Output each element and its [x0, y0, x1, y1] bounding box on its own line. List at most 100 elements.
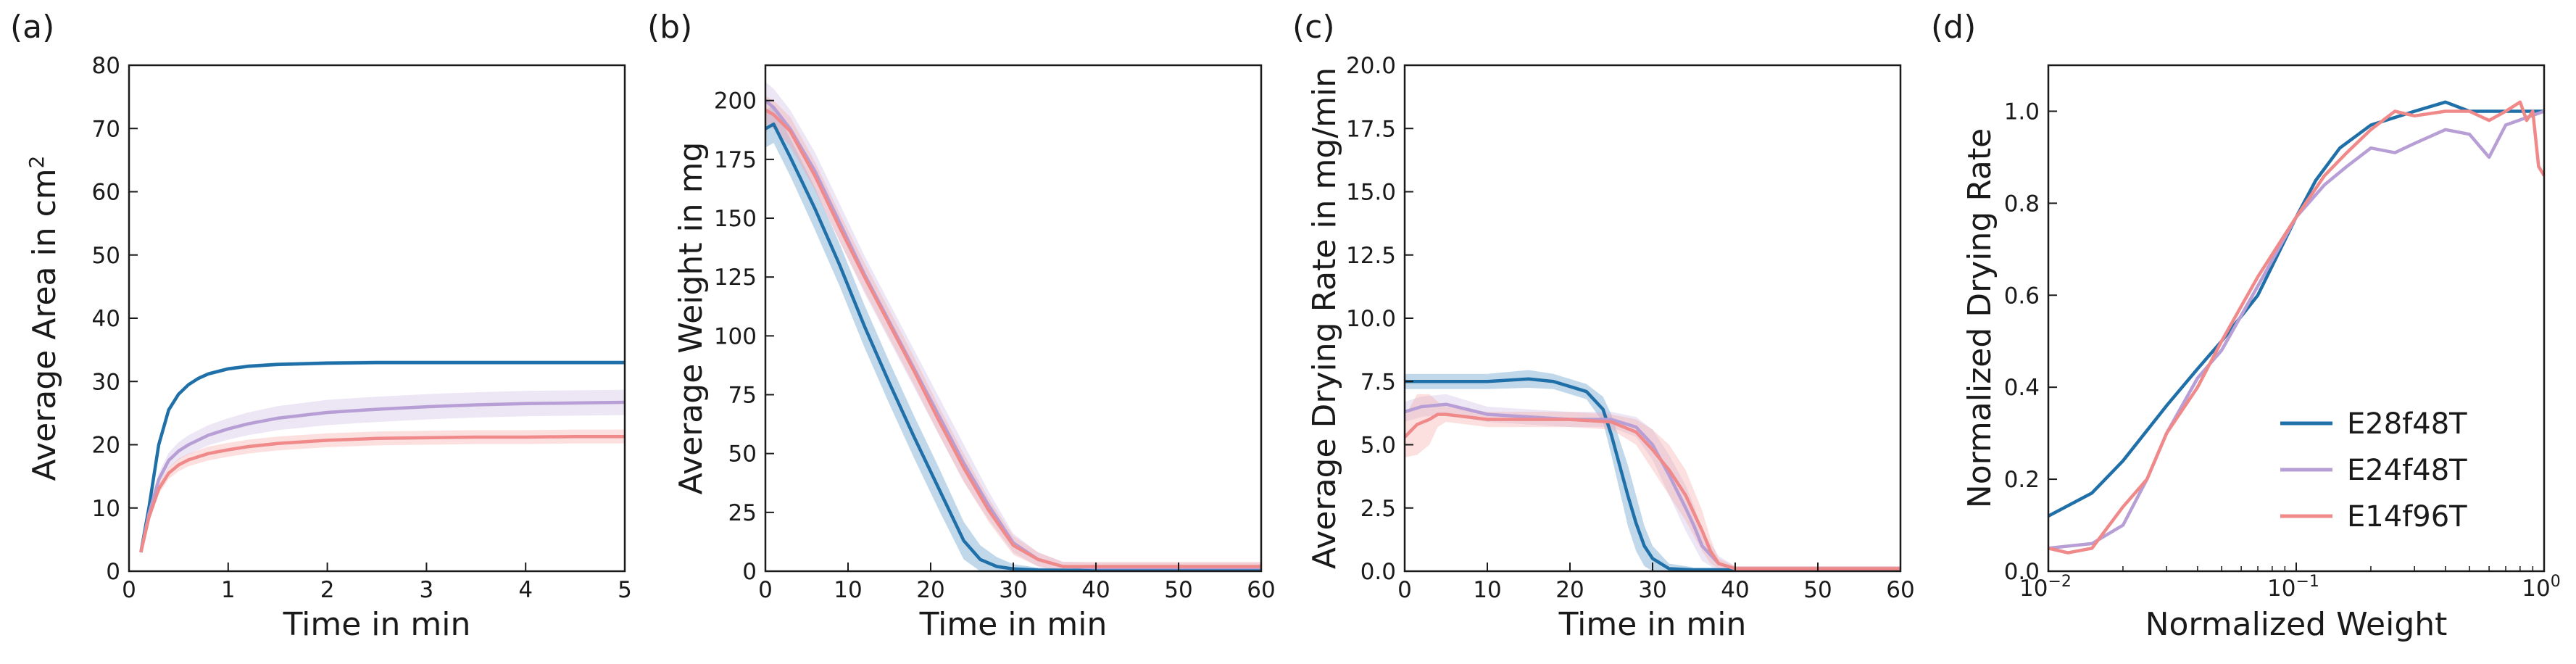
- plot-frame: [2047, 64, 2546, 573]
- legend-label: E28f48T: [2347, 407, 2467, 441]
- plot-area: [1405, 370, 1900, 571]
- plot-frame: [1403, 64, 1902, 573]
- x-tick-label: 5: [618, 577, 632, 603]
- band-E28f48T: [1405, 370, 1900, 571]
- y-tick-label: 0.0: [2004, 559, 2040, 585]
- y-tick-label: 0.2: [2004, 467, 2040, 493]
- x-tick-label: 10−1: [2267, 573, 2319, 602]
- series-line-E24f48T: [765, 99, 1261, 570]
- series-line-E14f96T: [2048, 100, 2544, 555]
- y-axis-label-text: Average Drying Rate in mg/min: [1306, 67, 1343, 569]
- x-tick-label: 1: [221, 577, 236, 603]
- y-axis-label-text: Normalized Drying Rate: [1961, 128, 1998, 508]
- x-tick-label: 30: [1638, 577, 1666, 603]
- x-tick-label: 2: [320, 577, 335, 603]
- x-axis-label: Time in min: [283, 606, 471, 643]
- y-tick-label: 150: [714, 206, 757, 232]
- y-tick-label: 50: [728, 441, 757, 468]
- y-tick-label: 200: [714, 88, 757, 115]
- x-axis-label: Time in min: [1558, 606, 1747, 643]
- y-tick-label: 70: [92, 116, 120, 142]
- y-tick-label: 75: [728, 383, 757, 409]
- x-tick-base: 10: [2019, 576, 2048, 602]
- x-tick-label: 60: [1886, 577, 1914, 603]
- band-E28f48T: [765, 105, 1261, 571]
- band-E14f96T: [141, 429, 625, 555]
- panel-label: (d): [1931, 9, 1976, 46]
- y-tick-label: 2.5: [1360, 496, 1396, 522]
- series-line-E28f48T: [139, 360, 625, 553]
- y-tick-label: 20: [92, 433, 120, 459]
- plot-area: [139, 360, 625, 556]
- y-axis-label-text: Average Area in cm: [26, 168, 63, 481]
- x-tick-label: 0: [1397, 577, 1412, 603]
- y-tick-label: 125: [714, 265, 757, 291]
- y-tick-label: 5.0: [1360, 433, 1396, 459]
- x-tick-label: 3: [420, 577, 434, 603]
- series-line-E14f96T: [139, 434, 625, 553]
- x-tick-exponent: −2: [2048, 573, 2072, 591]
- band-E14f96T: [1405, 394, 1900, 571]
- y-axis-label: Average Area in cm2: [25, 156, 63, 481]
- y-tick-label: 10: [92, 496, 120, 522]
- series-line-E14f96T: [1405, 412, 1900, 570]
- plot-area: [765, 81, 1261, 571]
- band-E14f96T: [765, 96, 1261, 571]
- legend-label: E24f48T: [2347, 454, 2467, 487]
- band-E24f48T: [141, 389, 625, 556]
- panel-4: (d)10−2 10−1 1000.00.20.40.60.81.0Normaliz…: [1931, 9, 2561, 643]
- y-axis-label: Average Drying Rate in mg/min: [1306, 67, 1343, 569]
- series-line-E24f48T: [2048, 109, 2544, 550]
- x-axis-label: Normalized Weight: [2145, 606, 2448, 643]
- x-tick-label: 10: [1473, 577, 1501, 603]
- x-tick-label: 40: [1081, 577, 1110, 603]
- x-tick-label: 10−2: [2019, 573, 2072, 602]
- x-tick-label: 20: [916, 577, 944, 603]
- series-line-E28f48T: [1405, 377, 1900, 571]
- y-tick-label: 30: [92, 369, 120, 395]
- x-tick-label: 30: [999, 577, 1027, 603]
- panel-label: (c): [1292, 9, 1335, 46]
- y-tick-label: 40: [92, 306, 120, 332]
- y-axis-label-superscript: 2: [25, 156, 49, 169]
- legend: E28f48T E24f48T E14f96T: [2280, 407, 2467, 534]
- plot-frame: [764, 64, 1263, 573]
- x-tick-label: 60: [1247, 577, 1275, 603]
- x-tick-base: 10: [2267, 576, 2295, 602]
- x-tick-label: 50: [1164, 577, 1192, 603]
- y-tick-label: 12.5: [1346, 243, 1396, 269]
- series-line-E24f48T: [139, 400, 625, 553]
- panel-label: (a): [10, 9, 54, 46]
- y-axis-label-text: Average Weight in mg: [673, 142, 710, 495]
- x-tick-base: 10: [2522, 576, 2550, 602]
- y-tick-label: 0.6: [2004, 283, 2040, 309]
- x-tick-label: 100: [2522, 573, 2560, 602]
- series-line-E24f48T: [1405, 402, 1900, 570]
- series-line-E28f48T: [2048, 100, 2544, 518]
- panel-3: (c) 0 10 20 30 40 50 60 0.0 2.5 5.0 7.5 10.0 12.5 15.0…: [1292, 9, 1915, 643]
- x-tick-label: 0: [758, 577, 773, 603]
- y-tick-label: 175: [714, 147, 757, 173]
- band-E24f48T: [1405, 394, 1900, 571]
- band-E24f48T: [765, 81, 1261, 571]
- y-axis-label: Average Weight in mg: [673, 142, 710, 495]
- y-tick-label: 20.0: [1346, 53, 1396, 79]
- y-tick-label: 15.0: [1346, 180, 1396, 206]
- y-tick-label: 80: [92, 53, 120, 79]
- y-tick-label: 25: [728, 500, 757, 526]
- series-line-E28f48T: [765, 122, 1261, 571]
- y-tick-label: 50: [92, 243, 120, 269]
- y-tick-label: 0.8: [2004, 191, 2040, 217]
- y-axis-label: Normalized Drying Rate: [1961, 128, 1998, 508]
- x-tick-label: 4: [518, 577, 533, 603]
- x-tick-label: 20: [1555, 577, 1584, 603]
- x-tick-label: 40: [1721, 577, 1749, 603]
- y-tick-label: 60: [92, 180, 120, 206]
- y-tick-label: 0.0: [1360, 559, 1396, 585]
- y-tick-label: 7.5: [1360, 369, 1396, 395]
- plot-area: [2048, 100, 2544, 555]
- x-tick-label: 0: [122, 577, 136, 603]
- series-line-E14f96T: [765, 108, 1261, 568]
